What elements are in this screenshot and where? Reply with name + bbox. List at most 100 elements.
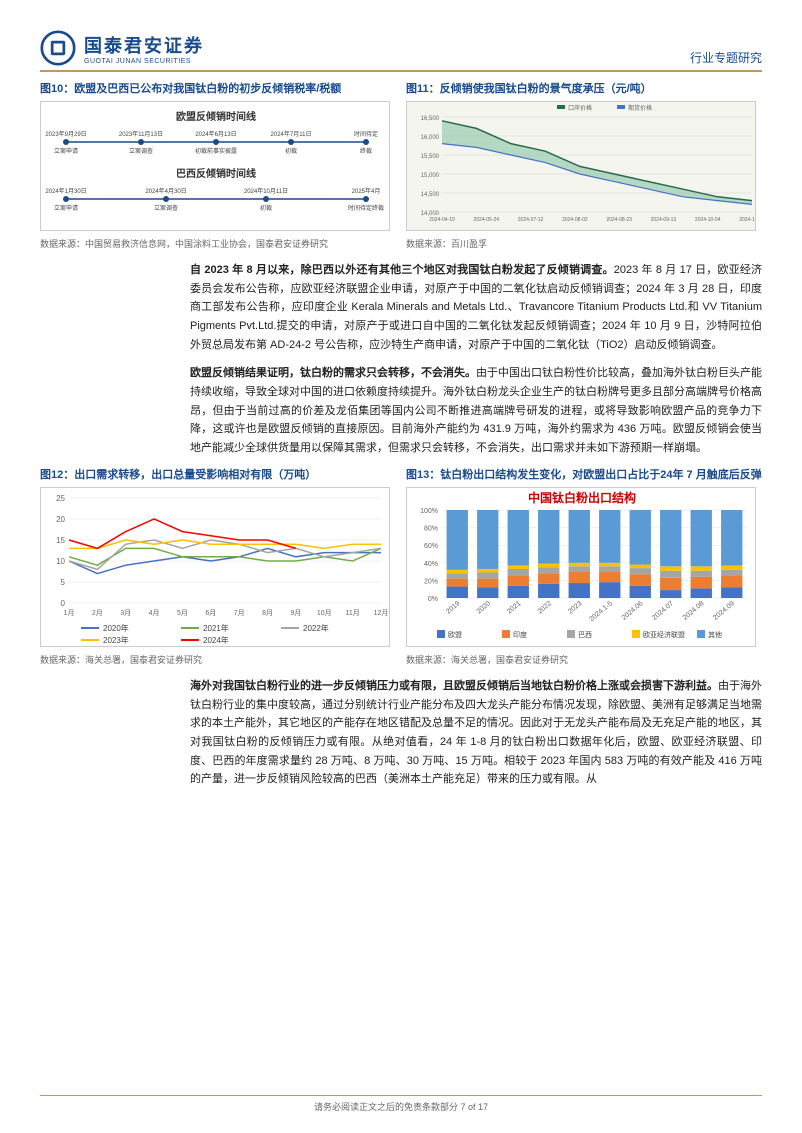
- fig12-chart: 05101520251月2月3月4月5月6月7月8月9月10月11月12月202…: [40, 487, 390, 647]
- svg-text:14,500: 14,500: [421, 192, 440, 198]
- svg-text:其他: 其他: [708, 630, 722, 639]
- svg-text:立案申请: 立案申请: [54, 204, 78, 212]
- para1-bold: 自 2023 年 8 月以来，除巴西以外还有其他三个地区对我国钛白粉发起了反倾销…: [190, 264, 614, 276]
- svg-text:终裁: 终裁: [360, 147, 372, 155]
- svg-text:2024年6月13日: 2024年6月13日: [195, 130, 236, 138]
- page-footer: 请务必阅读正文之后的免责条款部分 7 of 17: [40, 1095, 762, 1113]
- svg-text:2021年: 2021年: [203, 623, 229, 633]
- svg-text:口岸价格: 口岸价格: [568, 104, 592, 112]
- fig11-column: 图11：反倾销使我国钛白粉的景气度承压（元/吨） 14,00014,50015,…: [406, 82, 762, 251]
- svg-text:1月: 1月: [64, 609, 75, 617]
- para1-text: 2023 年 8 月 17 日，欧亚经济委员会发布公告称，应欧亚经济联盟企业申请…: [190, 264, 762, 351]
- svg-text:2023年11月13日: 2023年11月13日: [119, 130, 163, 138]
- svg-text:4月: 4月: [149, 609, 160, 617]
- svg-text:20%: 20%: [424, 579, 438, 586]
- svg-text:2022年: 2022年: [303, 623, 329, 633]
- svg-text:7月: 7月: [234, 609, 245, 617]
- svg-text:15,000: 15,000: [421, 173, 440, 179]
- svg-text:2024-09-13: 2024-09-13: [651, 217, 677, 223]
- svg-text:2023年: 2023年: [103, 635, 129, 645]
- svg-text:2023年9月29日: 2023年9月29日: [45, 130, 86, 138]
- fig12-title: 图12：出口需求转移，出口总量受影响相对有限（万吨）: [40, 468, 396, 483]
- svg-text:2024-04-19: 2024-04-19: [429, 217, 455, 223]
- fig10-source: 数据来源：中国贸易救济信息网，中国涂料工业协会，国泰君安证券研究: [40, 238, 396, 251]
- svg-text:2月: 2月: [92, 609, 103, 617]
- paragraph-2: 欧盟反倾销结果证明，钛白粉的需求只会转移，不会消失。由于中国出口钛白粉性价比较高…: [190, 364, 762, 457]
- fig12-source: 数据来源：海关总署，国泰君安证券研究: [40, 654, 396, 667]
- logo-text-cn: 国泰君安证券: [84, 32, 204, 58]
- svg-text:6月: 6月: [205, 609, 216, 617]
- svg-text:2024年1月30日: 2024年1月30日: [45, 187, 86, 195]
- company-logo-icon: [40, 30, 76, 66]
- svg-text:期货价格: 期货价格: [628, 104, 652, 112]
- svg-text:10: 10: [56, 557, 65, 566]
- svg-text:2024年7月11日: 2024年7月11日: [271, 130, 312, 138]
- svg-text:5月: 5月: [177, 609, 188, 617]
- logo-text-en: GUOTAI JUNAN SECURITIES: [84, 58, 204, 65]
- svg-text:2024年: 2024年: [203, 635, 229, 645]
- svg-text:立案调查: 立案调查: [154, 204, 178, 212]
- fig11-source: 数据来源：百川盈孚: [406, 238, 762, 251]
- fig10-title: 图10：欧盟及巴西已公布对我国钛白粉的初步反倾销税率/税额: [40, 82, 396, 97]
- report-page: 国泰君安证券 GUOTAI JUNAN SECURITIES 行业专题研究 图1…: [0, 0, 802, 1133]
- svg-text:2024-05-24: 2024-05-24: [473, 217, 499, 223]
- para2-bold: 欧盟反倾销结果证明，钛白粉的需求只会转移，不会消失。: [190, 367, 476, 379]
- figure-row-2: 图12：出口需求转移，出口总量受影响相对有限（万吨） 05101520251月2…: [40, 468, 762, 667]
- svg-text:12月: 12月: [374, 609, 389, 617]
- svg-text:时间待定终裁: 时间待定终裁: [348, 204, 384, 212]
- svg-text:10月: 10月: [317, 609, 332, 617]
- svg-text:16,000: 16,000: [421, 135, 440, 141]
- svg-text:16,500: 16,500: [421, 116, 440, 122]
- fig10-column: 图10：欧盟及巴西已公布对我国钛白粉的初步反倾销税率/税额 欧盟反倾销时间线 20…: [40, 82, 396, 251]
- svg-text:欧盟: 欧盟: [448, 630, 462, 639]
- para3-text: 由于海外钛白粉行业的集中度较高，通过分别统计行业产能分布及四大龙头产能分布情况发…: [190, 680, 762, 785]
- svg-text:5: 5: [61, 578, 66, 587]
- svg-text:11月: 11月: [345, 609, 359, 617]
- fig13-column: 图13：钛白粉出口结构发生变化，对欧盟出口占比于24年 7 月触底后反弹 中国钛…: [406, 468, 762, 667]
- svg-text:0: 0: [61, 599, 66, 608]
- svg-text:9月: 9月: [290, 609, 301, 617]
- svg-text:立案申请: 立案申请: [54, 147, 78, 155]
- svg-text:2024-10-25: 2024-10-25: [739, 217, 756, 223]
- svg-text:15,500: 15,500: [421, 154, 440, 160]
- svg-text:20: 20: [56, 515, 65, 524]
- footer-page: 7 of 17: [461, 1102, 489, 1112]
- fig13-source: 数据来源：海关总署，国泰君安证券研究: [406, 654, 762, 667]
- svg-text:2024-07-12: 2024-07-12: [518, 217, 544, 223]
- page-header: 国泰君安证券 GUOTAI JUNAN SECURITIES 行业专题研究: [40, 30, 762, 72]
- svg-text:40%: 40%: [424, 561, 438, 568]
- footer-disclaimer: 请务必阅读正文之后的免责条款部分: [314, 1102, 458, 1112]
- svg-text:欧盟反倾销时间线: 欧盟反倾销时间线: [176, 110, 256, 123]
- svg-text:初裁前事实披露: 初裁前事实披露: [195, 147, 237, 155]
- svg-text:8月: 8月: [262, 609, 273, 617]
- svg-text:100%: 100%: [420, 508, 438, 515]
- logo-block: 国泰君安证券 GUOTAI JUNAN SECURITIES: [40, 30, 204, 66]
- svg-text:15: 15: [56, 536, 65, 545]
- svg-text:2024-08-02: 2024-08-02: [562, 217, 588, 223]
- svg-text:2024年4月30日: 2024年4月30日: [145, 187, 186, 195]
- svg-text:2020年: 2020年: [103, 623, 129, 633]
- figure-row-1: 图10：欧盟及巴西已公布对我国钛白粉的初步反倾销税率/税额 欧盟反倾销时间线 20…: [40, 82, 762, 251]
- svg-text:巴西: 巴西: [578, 631, 592, 639]
- fig12-column: 图12：出口需求转移，出口总量受影响相对有限（万吨） 05101520251月2…: [40, 468, 396, 667]
- svg-text:欧亚经济联盟: 欧亚经济联盟: [643, 630, 685, 639]
- svg-text:2024-08-23: 2024-08-23: [606, 217, 632, 223]
- svg-text:巴西反倾销时间线: 巴西反倾销时间线: [176, 167, 256, 180]
- svg-text:60%: 60%: [424, 543, 438, 550]
- svg-text:0%: 0%: [428, 596, 438, 603]
- svg-text:中国钛白粉出口结构: 中国钛白粉出口结构: [528, 490, 636, 505]
- fig10-chart: 欧盟反倾销时间线2023年9月29日立案申请2023年11月13日立案调查202…: [40, 101, 390, 231]
- fig13-title: 图13：钛白粉出口结构发生变化，对欧盟出口占比于24年 7 月触底后反弹: [406, 468, 762, 483]
- svg-text:2024年10月11日: 2024年10月11日: [244, 187, 288, 195]
- svg-text:时间待定: 时间待定: [354, 130, 378, 138]
- svg-text:2025年4月: 2025年4月: [352, 187, 381, 195]
- svg-text:立案调查: 立案调查: [129, 147, 153, 155]
- para2-text: 由于中国出口钛白粉性价比较高，叠加海外钛白粉巨头产能持续收缩，导致全球对中国的进…: [190, 367, 762, 454]
- svg-text:2024-10-04: 2024-10-04: [695, 217, 721, 223]
- svg-text:80%: 80%: [424, 526, 438, 533]
- header-category: 行业专题研究: [690, 49, 762, 66]
- svg-text:3月: 3月: [120, 609, 131, 617]
- paragraph-3: 海外对我国钛白粉行业的进一步反倾销压力或有限，且欧盟反倾销后当地钛白粉价格上涨或…: [190, 677, 762, 789]
- fig11-chart: 14,00014,50015,00015,50016,00016,5002024…: [406, 101, 756, 231]
- fig13-chart: 中国钛白粉出口结构0%20%40%60%80%100%2019202020212…: [406, 487, 756, 647]
